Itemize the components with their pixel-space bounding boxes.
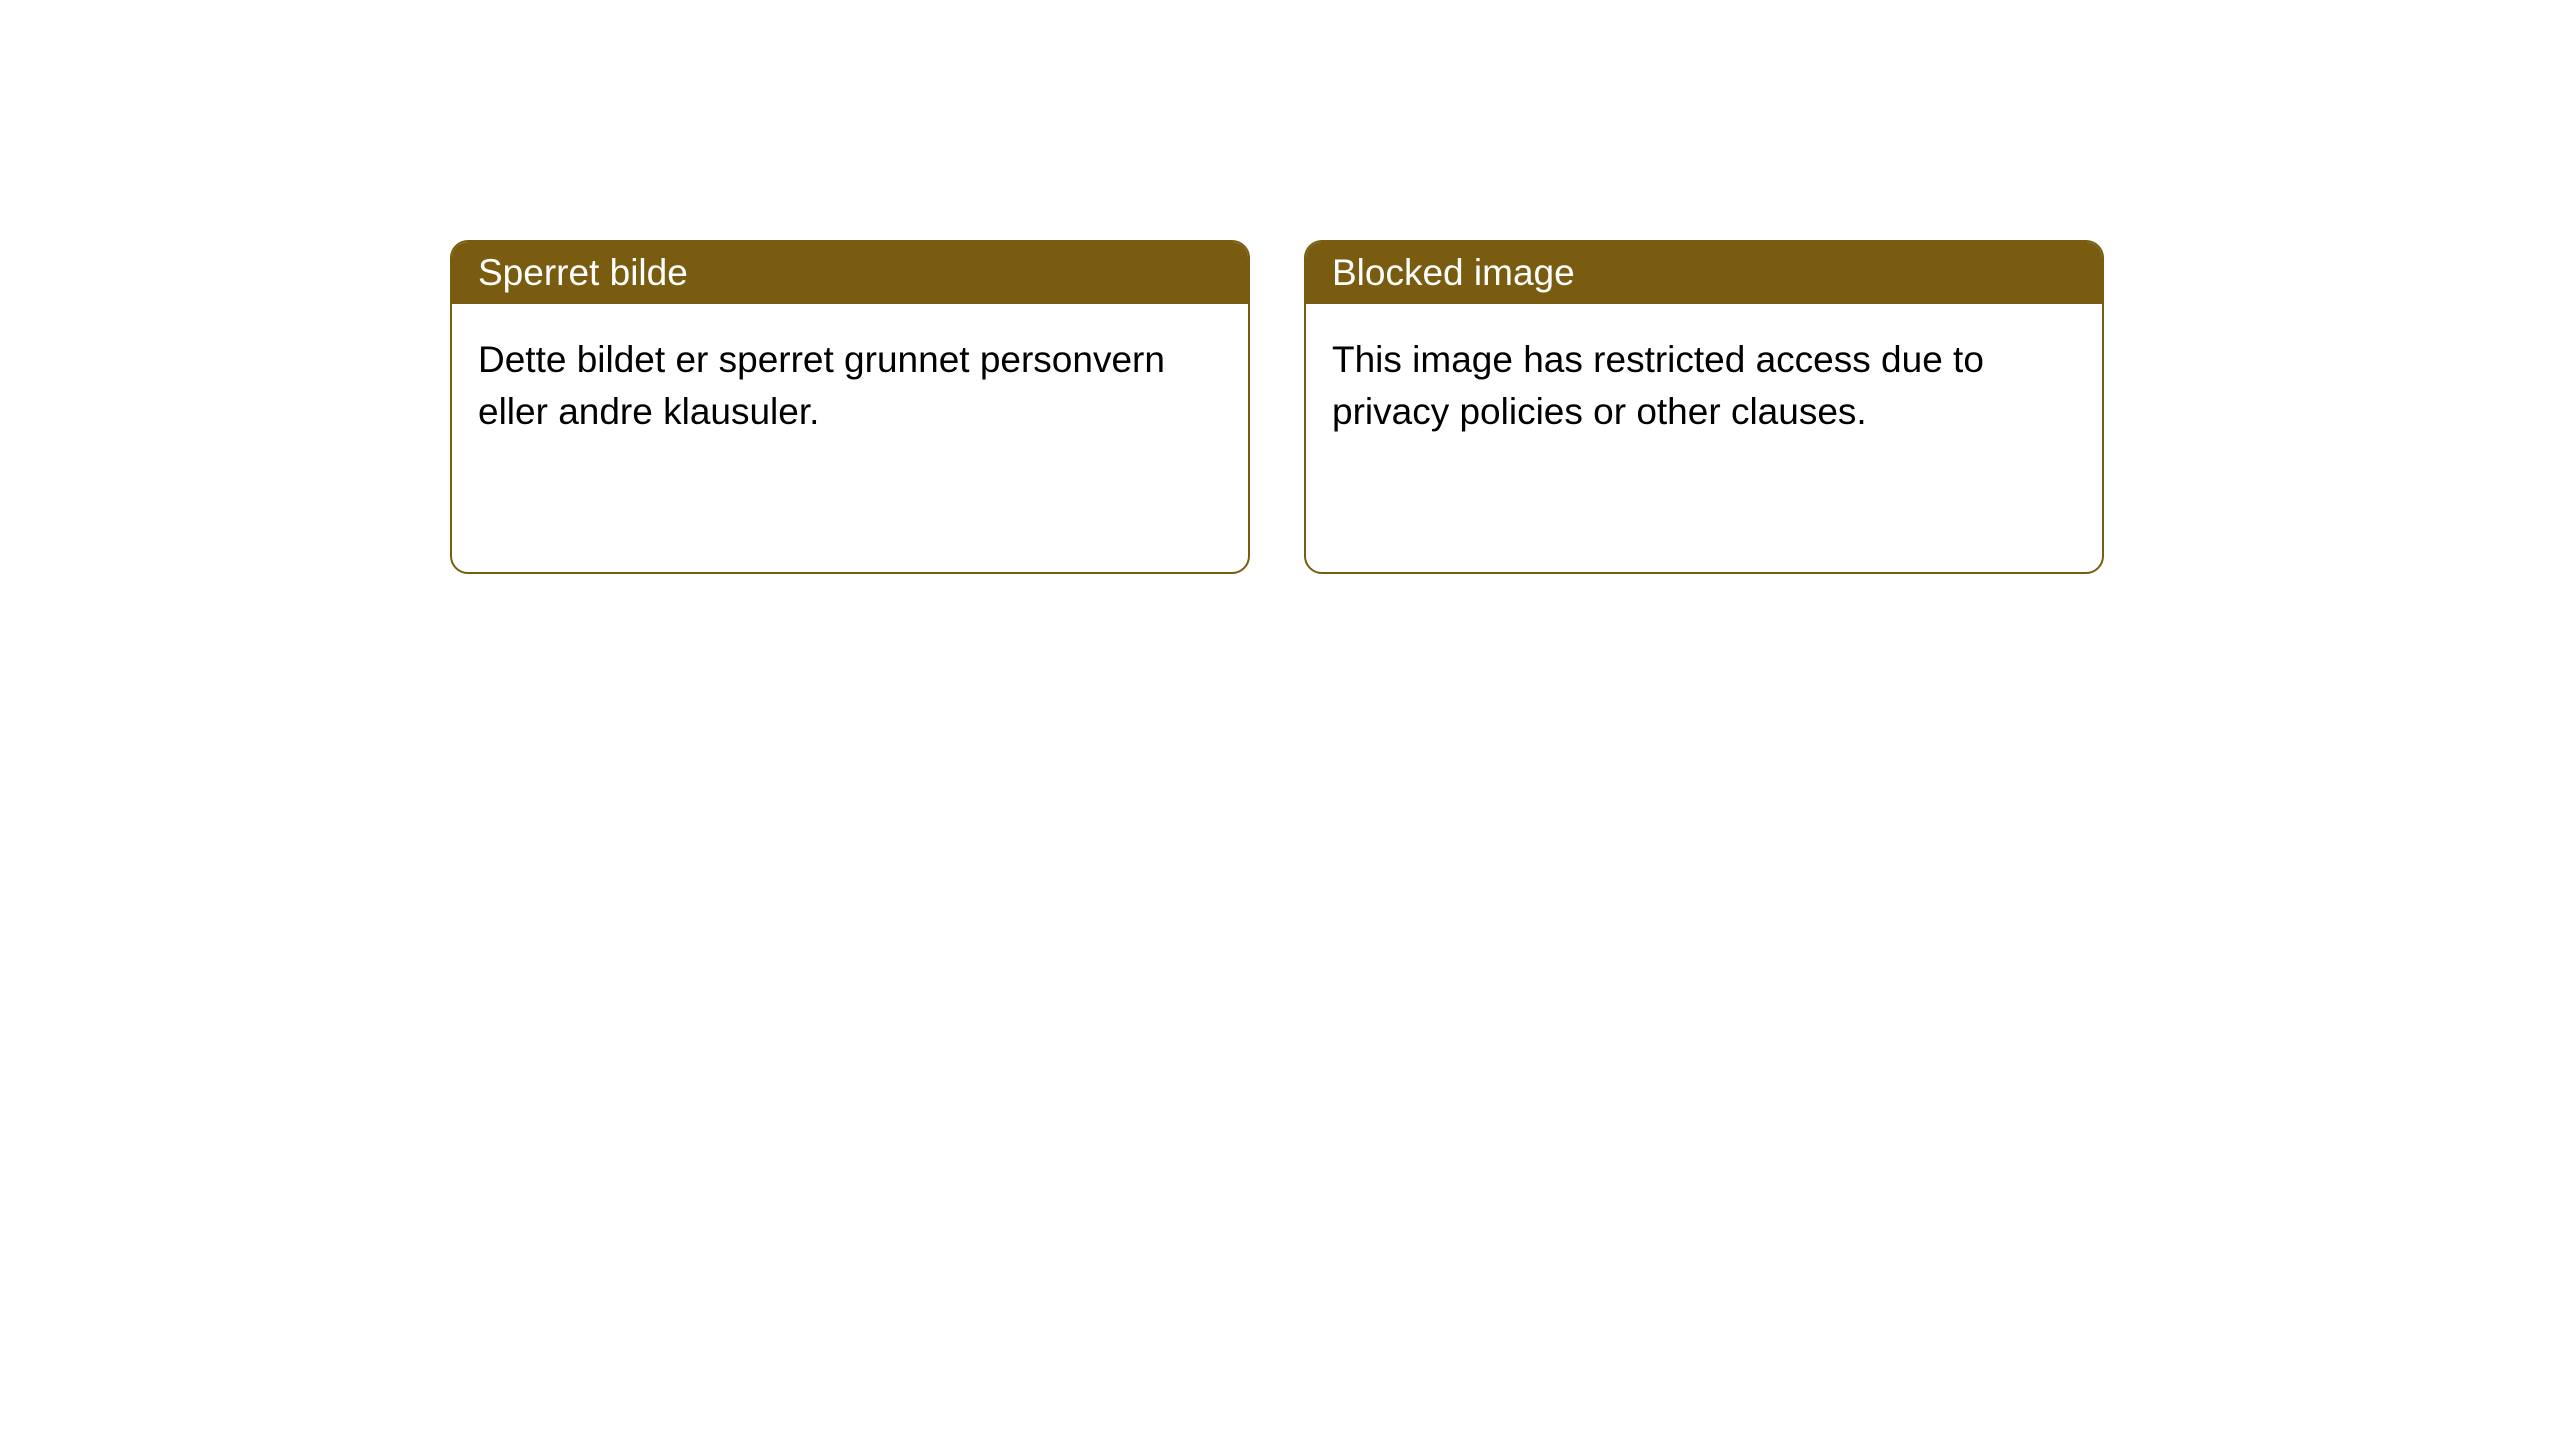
notice-card-english: Blocked image This image has restricted … xyxy=(1304,240,2104,574)
notice-message-norwegian: Dette bildet er sperret grunnet personve… xyxy=(478,339,1165,432)
notice-header-english: Blocked image xyxy=(1306,242,2102,304)
notice-title-norwegian: Sperret bilde xyxy=(478,252,688,293)
notice-body-norwegian: Dette bildet er sperret grunnet personve… xyxy=(452,304,1248,468)
notice-header-norwegian: Sperret bilde xyxy=(452,242,1248,304)
notice-body-english: This image has restricted access due to … xyxy=(1306,304,2102,468)
notice-title-english: Blocked image xyxy=(1332,252,1575,293)
notice-container: Sperret bilde Dette bildet er sperret gr… xyxy=(0,0,2560,574)
notice-message-english: This image has restricted access due to … xyxy=(1332,339,1984,432)
notice-card-norwegian: Sperret bilde Dette bildet er sperret gr… xyxy=(450,240,1250,574)
